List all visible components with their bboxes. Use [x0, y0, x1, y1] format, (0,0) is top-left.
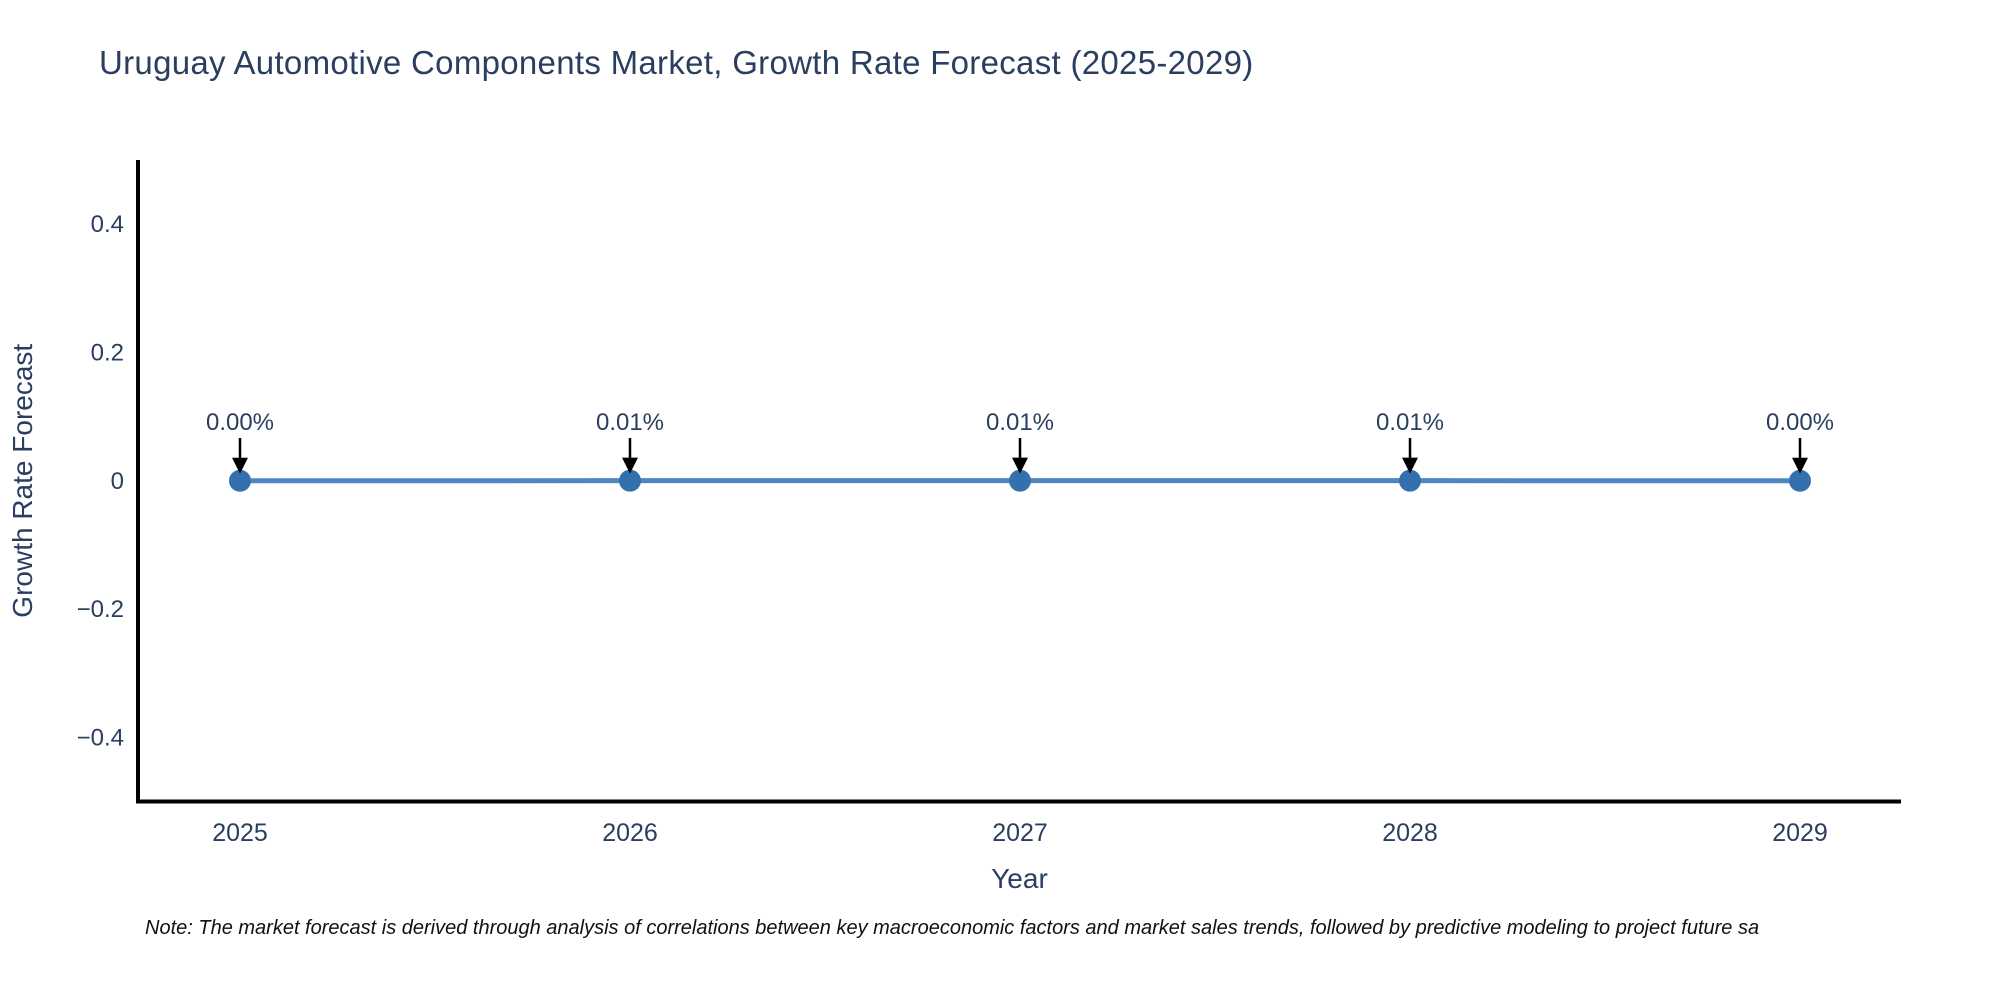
point-annotation-label: 0.01% [1376, 409, 1444, 436]
annotation-arrow-head [1402, 457, 1418, 474]
x-tick-label: 2025 [212, 819, 268, 847]
chart-title: Uruguay Automotive Components Market, Gr… [99, 44, 1254, 81]
point-annotation-label: 0.01% [596, 409, 664, 436]
y-axis-title: Growth Rate Forecast [7, 344, 38, 618]
x-axis-title: Year [991, 863, 1048, 894]
data-point-marker [1789, 469, 1811, 492]
data-point-marker [229, 469, 251, 492]
point-annotation-label: 0.01% [986, 409, 1054, 436]
data-point-marker [619, 469, 641, 492]
y-tick-label: 0 [111, 468, 124, 495]
y-tick-label: 0.2 [91, 339, 124, 366]
data-point-marker [1009, 469, 1031, 492]
x-tick-label: 2027 [992, 819, 1048, 847]
x-tick-label: 2028 [1382, 819, 1438, 847]
annotation-arrow-head [1012, 457, 1028, 474]
annotation-arrow-head [622, 457, 638, 474]
annotation-arrow-head [1792, 457, 1808, 474]
y-tick-label: 0.4 [91, 211, 124, 238]
annotation-arrow-head [232, 457, 248, 474]
point-annotation-label: 0.00% [206, 409, 274, 436]
y-tick-label: −0.4 [77, 724, 124, 751]
point-annotation-label: 0.00% [1766, 409, 1834, 436]
x-tick-label: 2029 [1772, 819, 1828, 847]
y-tick-label: −0.2 [77, 596, 124, 623]
data-point-marker [1399, 469, 1421, 492]
footnote-text: Note: The market forecast is derived thr… [145, 917, 1760, 939]
x-tick-label: 2026 [602, 819, 658, 847]
